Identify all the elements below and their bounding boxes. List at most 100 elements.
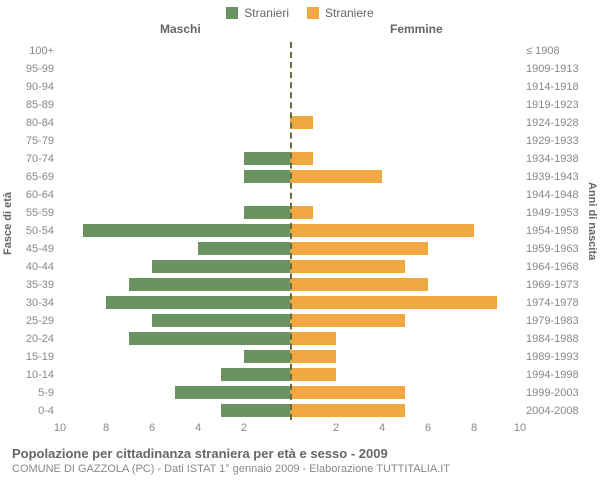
bar-female <box>290 242 428 255</box>
bar-male <box>175 386 290 399</box>
bar-male <box>152 314 290 327</box>
age-label: 5-9 <box>0 387 60 399</box>
bar-male <box>221 368 290 381</box>
birth-year-label: 1949-1953 <box>520 207 590 219</box>
bar-female <box>290 404 405 417</box>
chart-title: Popolazione per cittadinanza straniera p… <box>0 438 600 461</box>
bar-male <box>152 260 290 273</box>
age-label: 0-4 <box>0 405 60 417</box>
bar-female <box>290 116 313 129</box>
birth-year-label: 1919-1923 <box>520 99 590 111</box>
bar-female <box>290 260 405 273</box>
birth-year-label: 1944-1948 <box>520 189 590 201</box>
age-label: 40-44 <box>0 261 60 273</box>
bar-female <box>290 170 382 183</box>
birth-year-label: ≤ 1908 <box>520 45 590 57</box>
birth-year-label: 1969-1973 <box>520 279 590 291</box>
x-tick: 6 <box>149 422 155 434</box>
chart-row: 45-491959-1963 <box>0 240 600 258</box>
birth-year-label: 1959-1963 <box>520 243 590 255</box>
birth-year-label: 1909-1913 <box>520 63 590 75</box>
birth-year-label: 1924-1928 <box>520 117 590 129</box>
bar-female <box>290 386 405 399</box>
chart-row: 40-441964-1968 <box>0 258 600 276</box>
bar-female <box>290 152 313 165</box>
age-label: 35-39 <box>0 279 60 291</box>
birth-year-label: 1994-1998 <box>520 369 590 381</box>
legend-label-female: Straniere <box>325 6 374 20</box>
chart-subtitle: COMUNE DI GAZZOLA (PC) - Dati ISTAT 1° g… <box>0 461 600 475</box>
age-label: 65-69 <box>0 171 60 183</box>
chart-row: 20-24 1984-1988 <box>0 330 600 348</box>
legend-item-male: Stranieri <box>226 6 289 20</box>
x-tick: 2 <box>241 422 247 434</box>
chart-row: 70-74 1934-1938 <box>0 150 600 168</box>
legend: Stranieri Straniere <box>0 0 600 22</box>
bar-female <box>290 224 474 237</box>
chart-row: 30-341974-1978 <box>0 294 600 312</box>
bar-male <box>244 152 290 165</box>
chart-row: 0-4 2004-2008 <box>0 402 600 420</box>
header-female: Femmine <box>390 22 443 36</box>
chart-row: 90-94 1914-1918 <box>0 78 600 96</box>
age-label: 90-94 <box>0 81 60 93</box>
bar-female <box>290 278 428 291</box>
age-label: 10-14 <box>0 369 60 381</box>
x-tick: 2 <box>333 422 339 434</box>
birth-year-label: 1979-1983 <box>520 315 590 327</box>
column-headers: Maschi Femmine <box>0 22 600 40</box>
bar-female <box>290 296 497 309</box>
legend-swatch-female <box>307 7 319 19</box>
age-label: 70-74 <box>0 153 60 165</box>
x-axis-ticks: 108642246810 <box>60 422 520 438</box>
pyramid-chart: Fasce di età Anni di nascita 100+ ≤ 1908 9… <box>0 42 600 420</box>
bar-male <box>244 350 290 363</box>
chart-row: 85-891919-1923 <box>0 96 600 114</box>
x-tick: 8 <box>103 422 109 434</box>
legend-label-male: Stranieri <box>244 6 289 20</box>
bar-male <box>129 278 290 291</box>
bar-male <box>244 206 290 219</box>
legend-item-female: Straniere <box>307 6 374 20</box>
bar-female <box>290 314 405 327</box>
legend-swatch-male <box>226 7 238 19</box>
chart-row: 50-541954-1958 <box>0 222 600 240</box>
header-male: Maschi <box>160 22 201 36</box>
bar-female <box>290 368 336 381</box>
bar-male <box>198 242 290 255</box>
birth-year-label: 1984-1988 <box>520 333 590 345</box>
y-axis-label-right: Anni di nascita <box>586 182 598 260</box>
center-axis <box>290 42 292 420</box>
birth-year-label: 1999-2003 <box>520 387 590 399</box>
chart-row: 100+ ≤ 1908 <box>0 42 600 60</box>
bar-male <box>244 170 290 183</box>
birth-year-label: 2004-2008 <box>520 405 590 417</box>
chart-row: 95-99 1909-1913 <box>0 60 600 78</box>
x-tick: 10 <box>54 422 66 434</box>
birth-year-label: 1989-1993 <box>520 351 590 363</box>
bar-male <box>129 332 290 345</box>
birth-year-label: 1954-1958 <box>520 225 590 237</box>
age-label: 95-99 <box>0 63 60 75</box>
bar-male <box>83 224 290 237</box>
birth-year-label: 1914-1918 <box>520 81 590 93</box>
x-axis: 108642246810 <box>0 422 600 438</box>
chart-row: 10-14 1994-1998 <box>0 366 600 384</box>
chart-row: 25-291979-1983 <box>0 312 600 330</box>
y-axis-label-left: Fasce di età <box>2 192 14 255</box>
chart-row: 15-19 1989-1993 <box>0 348 600 366</box>
age-label: 15-19 <box>0 351 60 363</box>
x-tick: 4 <box>379 422 385 434</box>
bar-female <box>290 206 313 219</box>
birth-year-label: 1934-1938 <box>520 153 590 165</box>
age-label: 20-24 <box>0 333 60 345</box>
birth-year-label: 1929-1933 <box>520 135 590 147</box>
x-tick: 10 <box>514 422 526 434</box>
age-label: 100+ <box>0 45 60 57</box>
chart-row: 60-641944-1948 <box>0 186 600 204</box>
age-label: 30-34 <box>0 297 60 309</box>
age-label: 80-84 <box>0 117 60 129</box>
bar-female <box>290 350 336 363</box>
bar-male <box>106 296 290 309</box>
chart-row: 65-691939-1943 <box>0 168 600 186</box>
